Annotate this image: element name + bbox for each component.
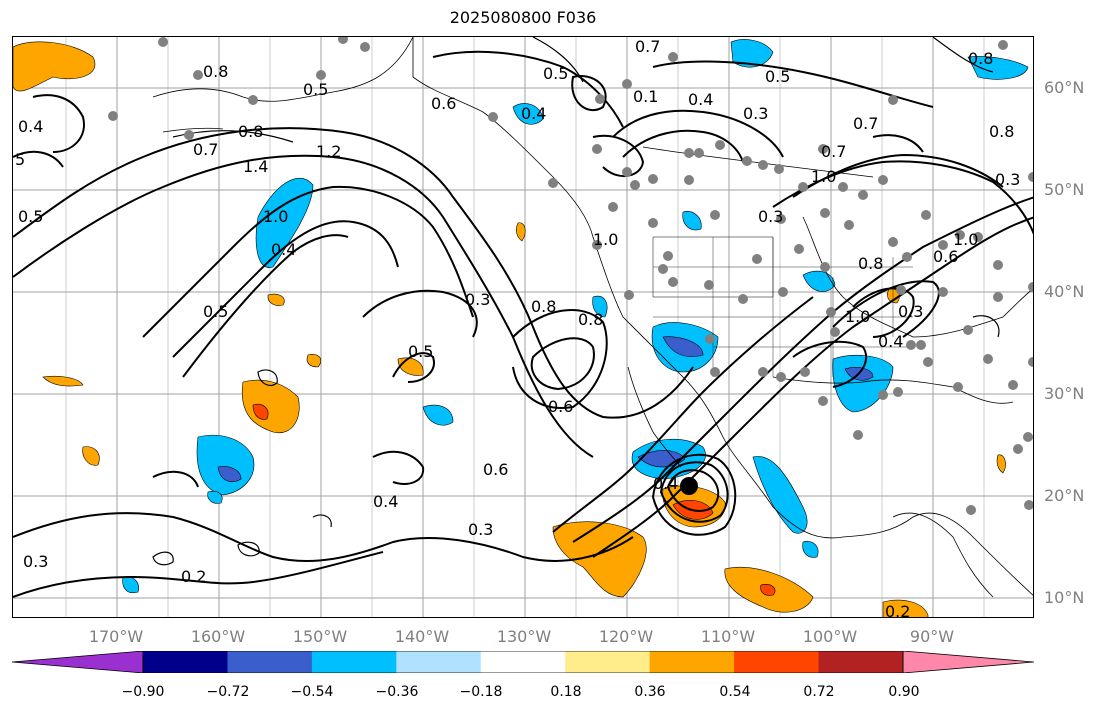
colorbar-tick: 0.90: [888, 684, 920, 700]
contour-label: 0.2: [885, 602, 910, 618]
contour-label: 0.8: [531, 297, 556, 316]
colorbar-tick: 0.72: [803, 684, 835, 700]
map-panel[interactable]: 0.8 0.5 0.7 0.5 0.8 0.4 5 0.5 0.6 0.4 0.…: [12, 36, 1034, 618]
contour-label: 0.3: [23, 552, 48, 571]
contour-label: 0.3: [898, 302, 923, 321]
lon-label: 100°W: [802, 627, 858, 646]
contour-label: 1.0: [811, 167, 836, 186]
lon-label: 170°W: [88, 627, 144, 646]
colorbar-tick: 0.54: [719, 684, 751, 700]
contour-label: 0.3: [465, 290, 490, 309]
contour-lines: [13, 50, 1033, 598]
lat-label: 30°N: [1044, 384, 1085, 403]
contour-label: 0.5: [203, 302, 228, 321]
contour-label: 0.7: [193, 140, 218, 159]
colorbar-tick: −0.36: [375, 684, 419, 700]
colorbar-tick: 0.36: [634, 684, 666, 700]
contour-label: 0.8: [989, 122, 1014, 141]
storm-center-marker: [680, 477, 698, 495]
colorbar-tick: −0.72: [206, 684, 250, 700]
map-svg: 0.8 0.5 0.7 0.5 0.8 0.4 5 0.5 0.6 0.4 0.…: [13, 37, 1033, 618]
colorbar-box: [143, 651, 228, 673]
colorbar-tick: −0.90: [121, 684, 165, 700]
colorbar-box: [480, 651, 566, 673]
colorbar-box: [396, 651, 482, 673]
contour-label: 0.3: [995, 170, 1020, 189]
contour-label: 0.8: [968, 49, 993, 68]
colorbar-box: [649, 651, 735, 673]
contour-label: 0.7: [635, 37, 660, 56]
lat-label: 50°N: [1044, 180, 1085, 199]
contour-label: 0.7: [821, 142, 846, 161]
lat-label: 20°N: [1044, 486, 1085, 505]
contour-label: 0.8: [203, 62, 228, 81]
contour-label: 0.6: [431, 94, 456, 113]
lon-label: 130°W: [496, 627, 552, 646]
colorbar-tick: −0.54: [290, 684, 334, 700]
contour-label: 0.4: [271, 240, 296, 259]
contour-label: 0.3: [468, 520, 493, 539]
contour-label: 0.5: [765, 67, 790, 86]
contour-label: 0.6: [548, 397, 573, 416]
lon-label: 120°W: [598, 627, 654, 646]
colorbar-box: [311, 651, 397, 673]
contour-label: 1.4: [243, 157, 268, 176]
contour-label: 5: [15, 150, 25, 169]
contour-label: 0.5: [408, 342, 433, 361]
contour-label: 0.6: [483, 460, 508, 479]
lon-label: 110°W: [700, 627, 756, 646]
contour-label: 0.4: [18, 117, 43, 136]
lon-label: 150°W: [292, 627, 348, 646]
colorbar-segments: [12, 651, 1034, 673]
lat-label: 10°N: [1044, 588, 1085, 607]
lon-label: 140°W: [394, 627, 450, 646]
colorbar-box: [734, 651, 820, 673]
contour-label: 0.4: [688, 90, 713, 109]
lon-label: 90°W: [909, 627, 955, 646]
contour-labels: 0.8 0.5 0.7 0.5 0.8 0.4 5 0.5 0.6 0.4 0.…: [15, 37, 1020, 618]
contour-label: 1.0: [263, 207, 288, 226]
colorbar-extend-high: [903, 651, 1034, 673]
colorbar-tick: −0.18: [459, 684, 503, 700]
contour-label: 0.6: [933, 247, 958, 266]
contour-label: 0.4: [521, 104, 546, 123]
contour-label: 0.1: [633, 87, 658, 106]
contour-label: 1.0: [593, 230, 618, 249]
colorbar-box: [227, 651, 313, 673]
station-dots: [108, 37, 1033, 515]
contour-label: 0.2: [181, 567, 206, 586]
contour-label: 0.3: [743, 104, 768, 123]
contour-label: 0.8: [238, 122, 263, 141]
colorbar-box: [818, 651, 904, 673]
colorbar-extend-low: [12, 651, 143, 673]
graticule: [13, 37, 1033, 617]
contour-label: 0.5: [303, 80, 328, 99]
map-title: 2025080800 F036: [449, 8, 597, 27]
lon-label: 160°W: [190, 627, 246, 646]
colorbar-box: [565, 651, 651, 673]
contour-label: 0.8: [578, 310, 603, 329]
contour-label: 1.2: [316, 142, 341, 161]
contour-label: 0.4: [653, 474, 678, 493]
contour-lines-thin: [152, 37, 1000, 566]
colorbar-tick: 0.18: [550, 684, 582, 700]
contour-label: 0.8: [858, 254, 883, 273]
colorbar: [12, 651, 1034, 673]
contour-label: 0.5: [18, 207, 43, 226]
contour-label: 0.7: [853, 114, 878, 133]
contour-label: 1.0: [845, 307, 870, 326]
lat-label: 40°N: [1044, 282, 1085, 301]
contour-label: 0.3: [758, 207, 783, 226]
contour-label: 0.4: [373, 492, 398, 511]
contour-label: 0.5: [543, 64, 568, 83]
lat-label: 60°N: [1044, 78, 1085, 97]
contour-label: 1.0: [953, 230, 978, 249]
contour-label: 0.4: [878, 332, 903, 351]
